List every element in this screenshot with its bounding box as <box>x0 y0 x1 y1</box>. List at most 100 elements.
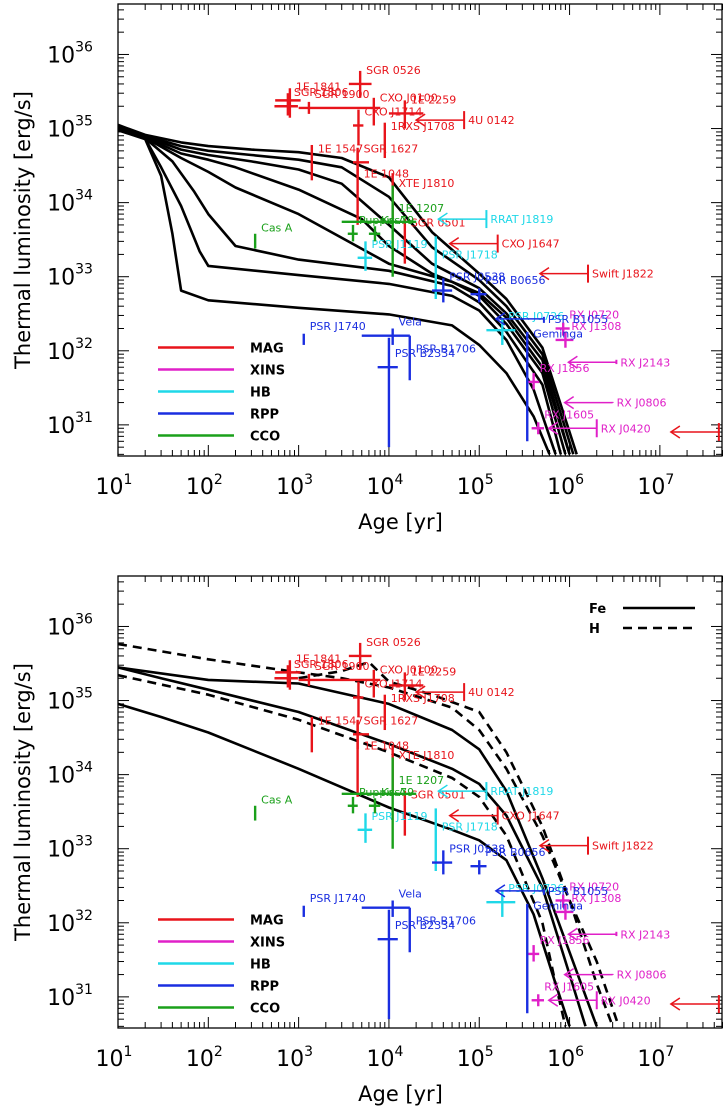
source-label: 1E 1207 <box>399 202 444 215</box>
source-label: RX J1856 <box>540 934 590 947</box>
source-geminga: Geminga <box>526 328 583 442</box>
source-label: XTE J1810 <box>399 749 455 762</box>
cooling-curve-fe <box>118 123 578 455</box>
legend-label-cco: CCO <box>250 430 280 445</box>
cooling-curve-fe <box>118 666 587 1027</box>
source-label: 4U 0142 <box>468 114 515 127</box>
y-tick-label: 1032 <box>47 908 93 937</box>
source-cxo-j1714: CXO J1714 <box>352 105 422 145</box>
y-axis-title: Thermal luminosity [erg/s] <box>11 91 35 370</box>
source-sgr-1900: SGR 1900 <box>298 88 381 114</box>
x-axis-title: Age [yr] <box>358 1082 443 1106</box>
legend-label-hb: HB <box>250 386 271 401</box>
source-sgr-0418: SGR 0418 <box>669 995 723 1014</box>
source-psr-j0538: PSR J0538 <box>432 843 505 875</box>
arrow-head <box>448 808 460 823</box>
source-sgr-0526: SGR 0526 <box>348 636 421 670</box>
x-tick-label: 101 <box>96 1044 133 1072</box>
arrow-head <box>547 993 559 1007</box>
source-label: SGR 0526 <box>366 64 421 77</box>
arrow-head <box>494 884 506 898</box>
source-label: Swift J1822 <box>592 268 654 281</box>
y-tick-label: 1031 <box>47 982 93 1011</box>
source-label: Puppis A <box>359 214 407 227</box>
y-tick-label: 1036 <box>47 611 93 640</box>
cooling-curve-fe <box>118 128 551 455</box>
legend-label-cco: CCO <box>250 1002 280 1017</box>
source-sgr-1806: SGR 1806 <box>274 86 349 116</box>
arrow-head <box>538 839 550 853</box>
source-rrat-j1819: RRAT J1819 <box>437 782 553 801</box>
y-tick-label: 1031 <box>47 410 93 439</box>
y-tick-label: 1033 <box>47 262 93 291</box>
source-rx-j0720: RX J0720 <box>555 308 619 336</box>
y-tick-label: 1034 <box>47 188 93 217</box>
source-4u-0142: 4U 0142 <box>414 111 515 130</box>
arrow-head <box>414 685 426 699</box>
source-vela: Vela <box>361 316 422 345</box>
source-sgr-0526: SGR 0526 <box>348 64 421 98</box>
source-rx-j0420: RX J0420 <box>547 991 651 1010</box>
source-1rxs-j1708: 1RXS J1708 <box>383 692 455 731</box>
style-legend: Fe H <box>589 602 695 637</box>
x-axis-title: Age [yr] <box>358 510 443 534</box>
source-label: RX J0720 <box>569 880 619 893</box>
source-1e-1048: 1E 1048 <box>356 722 409 797</box>
source-label: SGR 0526 <box>366 636 421 649</box>
source-rx-j1605: RX J1605 <box>531 980 594 1007</box>
source-label: CXO J0100 <box>380 91 438 104</box>
y-tick-label: 1033 <box>47 834 93 863</box>
cooling-curve-fe <box>118 124 571 455</box>
top-panel: 101 102 103 104 105 106 107 1031 1032 1033 1034 103… <box>11 3 723 534</box>
source-cxo-j0100: CXO J0100 <box>372 91 438 126</box>
source-label: 1E 1547 <box>318 142 363 155</box>
source-label: PSR B1706 <box>416 342 476 355</box>
source-label: RX J1605 <box>544 980 594 993</box>
source-sgr-0418: SGR 0418 <box>669 423 723 442</box>
source-1e-1048: 1E 1048 <box>356 150 409 225</box>
curves <box>118 123 578 455</box>
source-label: 1RXS J1708 <box>391 692 455 705</box>
plot-frame <box>117 3 723 457</box>
source-psr-j1119: PSR J1119 <box>357 238 427 271</box>
y-tick-label: 1035 <box>47 114 93 143</box>
x-tick-label: 102 <box>186 472 223 500</box>
source-label: 1RXS J1708 <box>391 120 455 133</box>
cooling-curve-fe <box>118 124 575 455</box>
cooling-curve-fe <box>118 127 557 455</box>
source-label: RX J1856 <box>540 362 590 375</box>
source-label: RX J0806 <box>617 397 667 410</box>
curves <box>118 642 620 1027</box>
source-psr-j1740: PSR J1740 <box>302 892 366 917</box>
source-psr-b0656: PSR B0656 <box>470 274 546 303</box>
x-tick-label: 104 <box>366 472 403 500</box>
cooling-curve-fe <box>118 126 567 455</box>
arrow-head <box>538 267 550 281</box>
source-rx-j1856: RX J1856 <box>527 362 590 390</box>
y-tick-label: 1035 <box>47 686 93 715</box>
source-label: PSR B0656 <box>485 846 545 859</box>
source-label: RX J1605 <box>544 408 594 421</box>
legend-label-rpp: RPP <box>250 408 279 423</box>
arrow-head <box>567 355 578 369</box>
arrow-head <box>414 113 426 127</box>
legend-label-rpp: RPP <box>250 980 279 995</box>
legend-label-mag: MAG <box>250 342 284 357</box>
source-kes79: Kes79 <box>368 786 414 814</box>
source-rx-j2143: RX J2143 <box>567 927 670 941</box>
source-1e-1207: 1E 1207 <box>341 757 444 849</box>
source-label: 1E 1207 <box>399 774 444 787</box>
source-psr-j1718: PSR J1718 <box>434 236 498 300</box>
source-psr-j0538: PSR J0538 <box>432 271 505 303</box>
source-label: RRAT J1819 <box>490 213 553 226</box>
x-tick-label: 106 <box>547 1044 584 1072</box>
plot-frame <box>117 575 723 1029</box>
arrow-head <box>567 927 578 941</box>
source-label: Kes79 <box>381 214 414 227</box>
x-tick-label: 107 <box>637 472 674 500</box>
source-rx-j0420: RX J0420 <box>547 419 651 438</box>
arrow-head <box>563 395 575 410</box>
source-rx-j0720: RX J0720 <box>555 880 619 908</box>
x-tick-label: 107 <box>637 1044 674 1072</box>
